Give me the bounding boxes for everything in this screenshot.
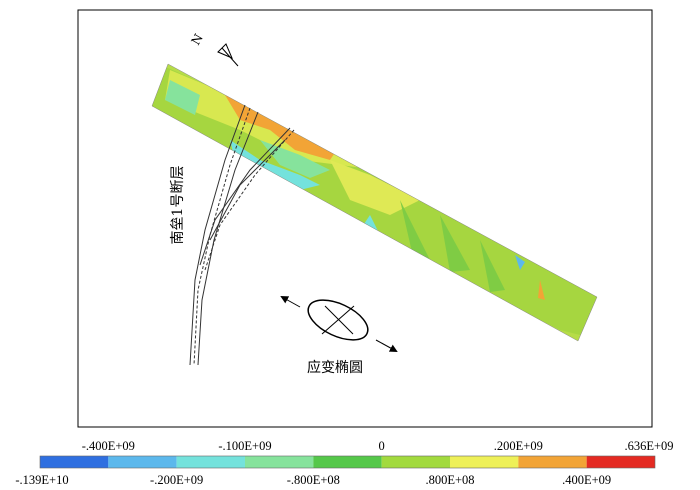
colorbar-label: -.200E+09 (150, 473, 203, 487)
colorbar-label: -.800E+08 (287, 473, 340, 487)
colorbar-segment (586, 456, 655, 468)
colorbar-label: -.400E+09 (82, 439, 135, 453)
fault-label: 南垒1号断层 (170, 166, 186, 245)
colorbar-segment (450, 456, 519, 468)
colorbar-border (39, 455, 656, 469)
north-label: N (188, 31, 205, 47)
strain-ellipse: 应变椭圆 (280, 296, 398, 376)
frame (77, 9, 653, 428)
colorbar-segment (176, 456, 245, 468)
colorbar-segment (381, 456, 450, 468)
colorbar: -.139E+10 -.400E+09 -.200E+09 -.100E+09 -.80… (15, 439, 673, 487)
colorbar-segment (518, 456, 587, 468)
colorbar-segment (40, 456, 109, 468)
colorbar-label: .200E+09 (494, 439, 543, 453)
north-arrow: N (188, 31, 239, 67)
contour-strip (152, 64, 597, 341)
colorbar-label: -.139E+10 (15, 473, 68, 487)
colorbar-label: .800E+08 (425, 473, 474, 487)
colorbar-label: 0 (379, 439, 385, 453)
colorbar-label: -.100E+09 (218, 439, 271, 453)
colorbar-segment (108, 456, 177, 468)
colorbar-segment (313, 456, 382, 468)
ellipse-label: 应变椭圆 (307, 359, 363, 376)
colorbar-segment (245, 456, 314, 468)
colorbar-label: .400E+09 (562, 473, 611, 487)
fault-lines (189, 104, 295, 366)
colorbar-label: .636E+09 (624, 439, 673, 453)
